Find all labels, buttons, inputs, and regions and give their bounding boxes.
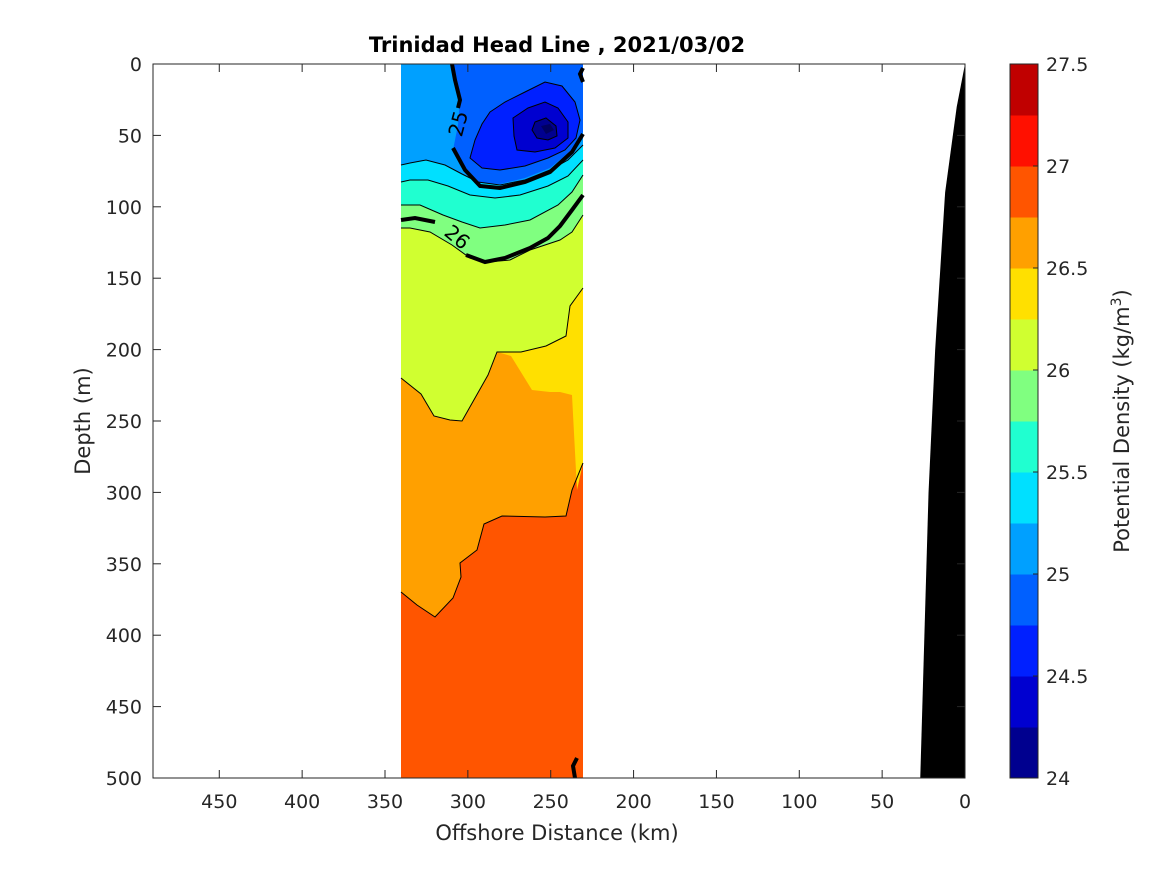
colorbar-tick-label: 25.5 bbox=[1046, 462, 1088, 484]
y-tick-label: 200 bbox=[106, 340, 142, 362]
x-tick-label: 400 bbox=[284, 791, 320, 813]
x-tick-label: 200 bbox=[615, 791, 651, 813]
colorbar-swatch bbox=[1010, 370, 1038, 422]
seafloor-profile bbox=[920, 64, 965, 778]
colorbar-label-prefix: Potential Density (kg/m bbox=[1110, 306, 1134, 552]
x-tick-label: 300 bbox=[450, 791, 486, 813]
colorbar-tick-label: 24.5 bbox=[1046, 666, 1088, 688]
x-tick-label: 100 bbox=[781, 791, 817, 813]
x-tick-label: 450 bbox=[201, 791, 237, 813]
band-24-25-core bbox=[541, 124, 554, 134]
x-axis-label: Offshore Distance (km) bbox=[435, 821, 678, 845]
x-tick-label: 250 bbox=[533, 791, 569, 813]
colorbar-swatch bbox=[1010, 574, 1038, 626]
bathymetry bbox=[920, 64, 965, 778]
x-tick-label: 350 bbox=[367, 791, 403, 813]
y-tick-label: 50 bbox=[118, 125, 142, 147]
colorbar-swatch bbox=[1010, 727, 1038, 779]
colorbar-swatch bbox=[1010, 166, 1038, 218]
y-tick-label: 300 bbox=[106, 482, 142, 504]
chart-title: Trinidad Head Line , 2021/03/02 bbox=[369, 33, 745, 57]
colorbar-label-sup: 3 bbox=[1109, 297, 1125, 306]
y-tick-label: 100 bbox=[106, 197, 142, 219]
y-tick-label: 150 bbox=[106, 268, 142, 290]
colorbar-swatch bbox=[1010, 64, 1038, 116]
y-axis: 0 50 100 150 200 250 300 350 400 450 500 bbox=[106, 54, 965, 790]
colorbar-swatch bbox=[1010, 217, 1038, 269]
x-axis: 450 400 350 300 250 200 150 100 50 0 bbox=[201, 64, 971, 813]
colorbar-swatch bbox=[1010, 268, 1038, 320]
y-tick-label: 250 bbox=[106, 411, 142, 433]
colorbar-swatch bbox=[1010, 472, 1038, 524]
colorbar-frame bbox=[1009, 63, 1039, 779]
y-axis-label: Depth (m) bbox=[71, 367, 95, 474]
colorbar-swatch bbox=[1010, 523, 1038, 575]
colorbar-tick-label: 24 bbox=[1046, 768, 1070, 790]
y-tick-label: 350 bbox=[106, 554, 142, 576]
colorbar-tick-label: 25 bbox=[1046, 564, 1070, 586]
x-tick-label: 150 bbox=[698, 791, 734, 813]
y-tick-label: 0 bbox=[130, 54, 142, 76]
y-tick-label: 450 bbox=[106, 697, 142, 719]
colorbar-label-suffix: ) bbox=[1110, 289, 1134, 297]
colorbar-tick-label: 26.5 bbox=[1046, 258, 1088, 280]
colorbar-tick-label: 26 bbox=[1046, 360, 1070, 382]
y-tick-label: 400 bbox=[106, 625, 142, 647]
colorbar-swatch bbox=[1010, 115, 1038, 167]
colorbar-tick-label: 27 bbox=[1046, 156, 1070, 178]
colorbar-label: Potential Density (kg/m3) bbox=[1109, 289, 1134, 553]
colorbar-swatch bbox=[1010, 625, 1038, 677]
colorbar-swatch bbox=[1010, 421, 1038, 473]
density-section-fill bbox=[400, 64, 585, 778]
colorbar-swatch bbox=[1010, 676, 1038, 728]
y-tick-label: 500 bbox=[106, 768, 142, 790]
x-tick-label: 50 bbox=[870, 791, 894, 813]
bold-contours bbox=[400, 64, 585, 778]
x-tick-label: 0 bbox=[959, 791, 971, 813]
colorbar: 24 24.5 25 25.5 26 26.5 27 27.5 bbox=[1009, 54, 1088, 790]
colorbar-tick-label: 27.5 bbox=[1046, 54, 1088, 76]
colorbar-swatch bbox=[1010, 319, 1038, 371]
